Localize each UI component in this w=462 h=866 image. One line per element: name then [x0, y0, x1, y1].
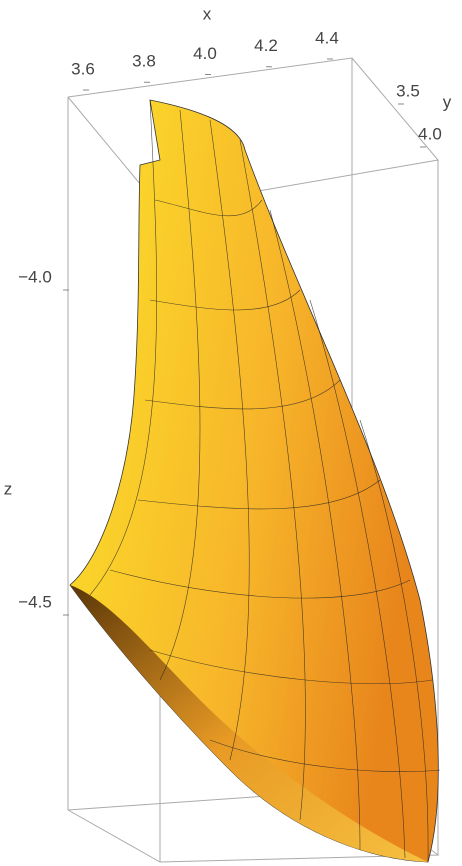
- tick-label: −4.5: [18, 592, 52, 611]
- tick-label: 4.2: [254, 36, 278, 55]
- tick-label: −4.0: [18, 267, 52, 286]
- tick-label: 3.6: [71, 59, 95, 78]
- x-axis-label: x: [203, 4, 212, 23]
- surface: [69, 99, 441, 863]
- z-axis-label: z: [4, 479, 13, 498]
- tick-label: 4.0: [193, 44, 217, 63]
- tick-label: 4.0: [418, 124, 442, 143]
- y-axis-label: y: [443, 92, 452, 111]
- tick-label: 3.8: [132, 52, 156, 71]
- tick-label: 4.4: [315, 28, 339, 47]
- tick-label: 3.5: [396, 81, 420, 100]
